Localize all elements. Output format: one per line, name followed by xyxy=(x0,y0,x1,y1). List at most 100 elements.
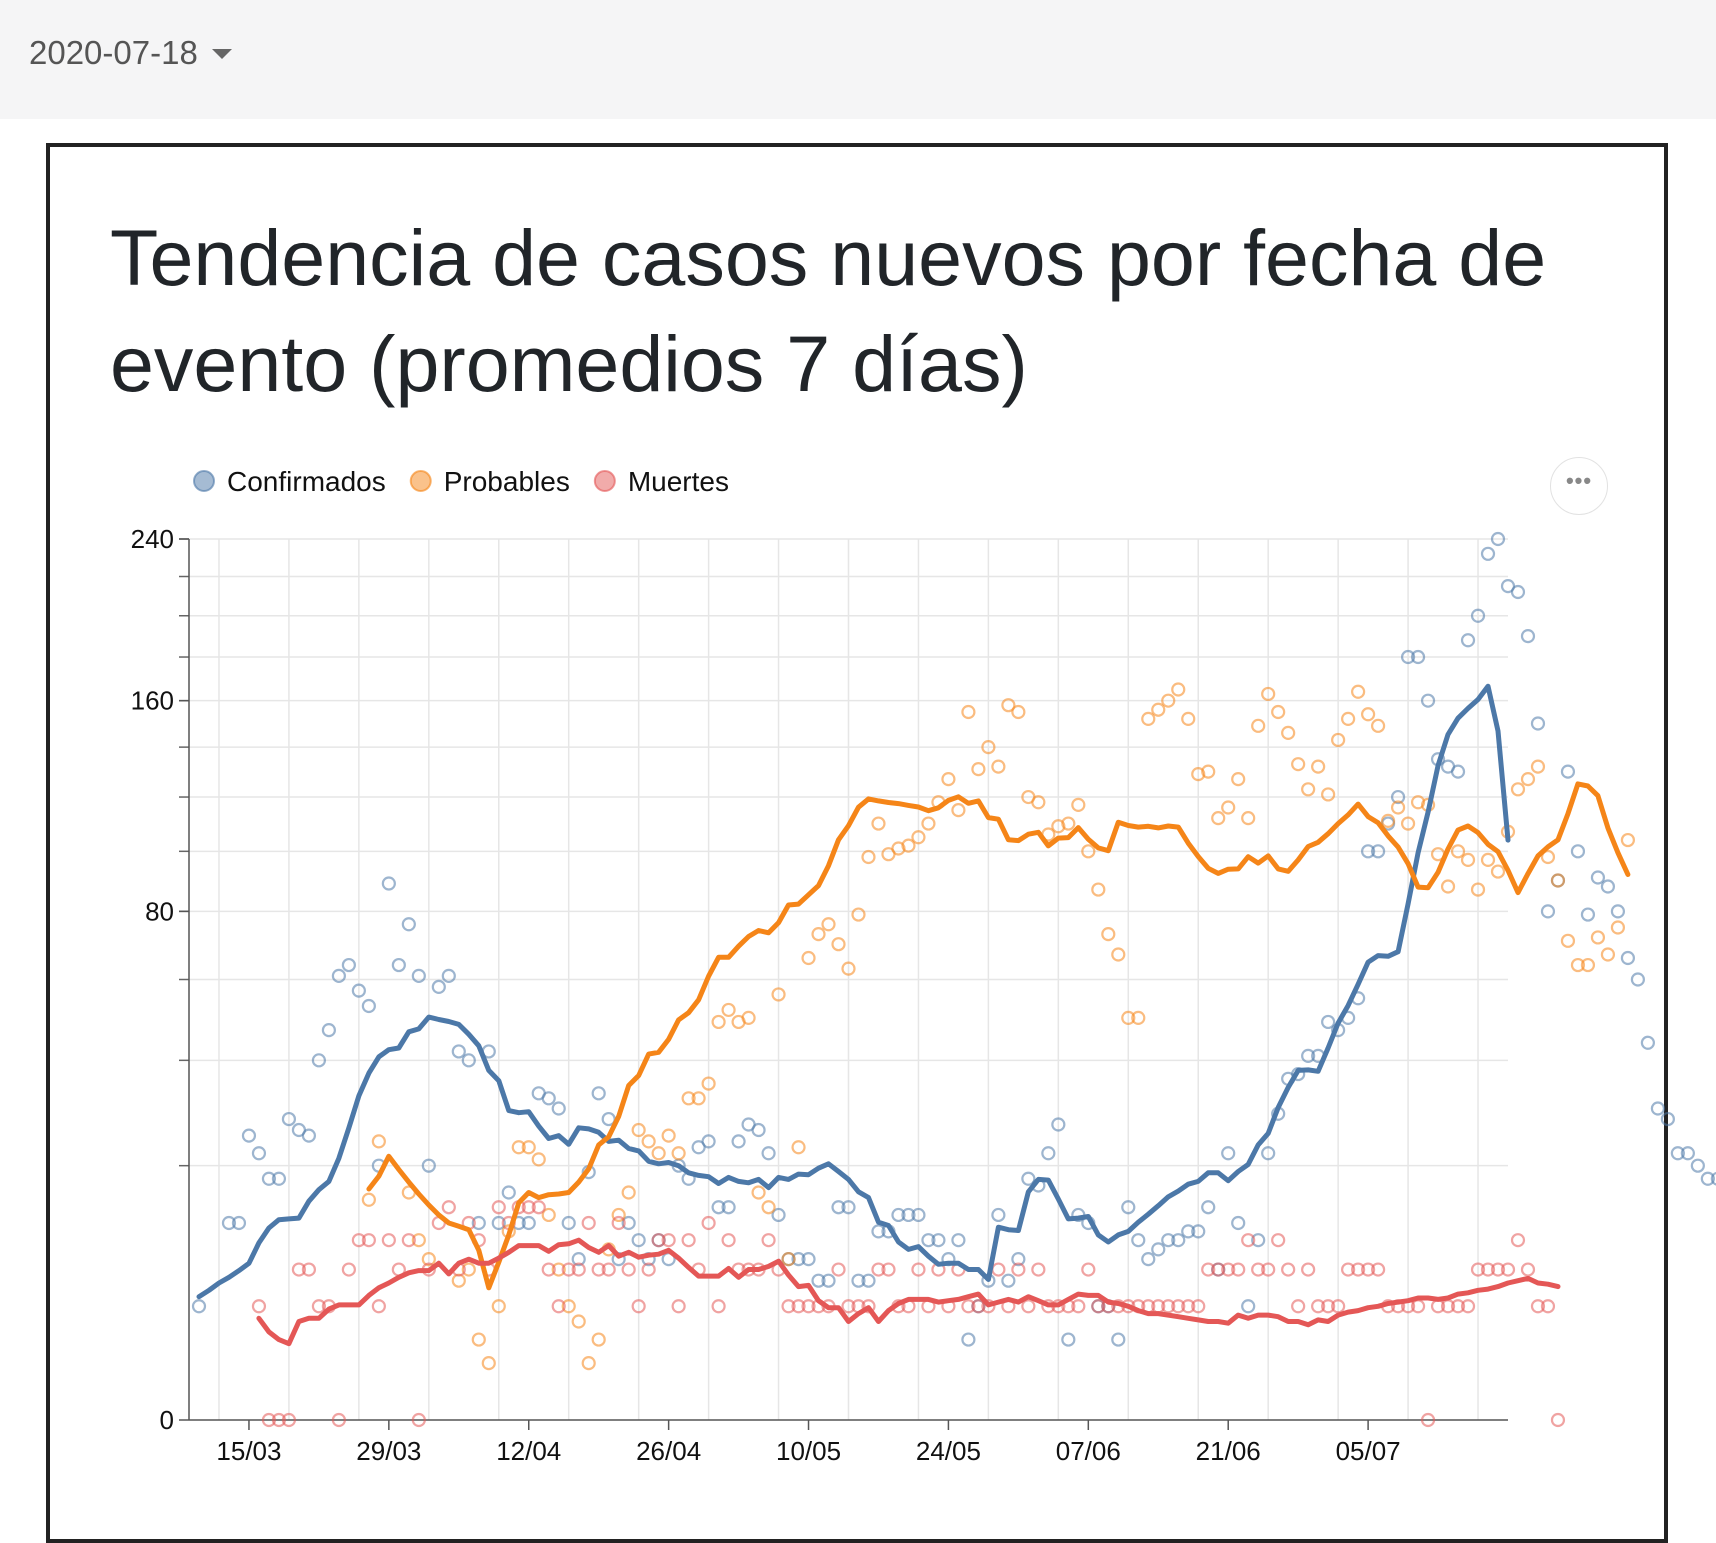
data-point-probables xyxy=(1530,759,1546,774)
data-point-probables xyxy=(1151,702,1166,717)
data-point-muertes xyxy=(631,1299,646,1314)
data-point-confirmados xyxy=(1321,1014,1336,1030)
x-tick-label: 26/04 xyxy=(636,1436,701,1466)
data-point-probables xyxy=(361,1192,376,1207)
data-point-muertes xyxy=(1540,1299,1556,1314)
data-point-probables xyxy=(511,1140,526,1155)
data-point-confirmados xyxy=(1640,1035,1655,1050)
data-point-muertes xyxy=(831,1262,846,1277)
data-point-probables xyxy=(721,1002,736,1018)
data-point-confirmados xyxy=(711,1200,726,1215)
x-tick-label: 21/06 xyxy=(1196,1436,1261,1466)
date-selector[interactable]: 2020-07-18 xyxy=(29,34,232,72)
data-point-confirmados xyxy=(1061,1332,1076,1347)
data-point-muertes xyxy=(1251,1262,1266,1277)
legend-label-probables: Probables xyxy=(444,466,570,497)
data-point-muertes xyxy=(521,1200,536,1215)
data-point-confirmados xyxy=(851,1273,866,1288)
data-point-confirmados xyxy=(1261,1146,1276,1161)
data-point-muertes xyxy=(791,1299,806,1314)
data-point-probables xyxy=(711,1014,726,1030)
data-point-probables xyxy=(1570,957,1586,973)
data-point-confirmados xyxy=(901,1207,916,1223)
data-point-probables xyxy=(1321,787,1336,802)
data-point-muertes xyxy=(1460,1299,1476,1314)
data-point-probables xyxy=(1450,844,1466,859)
data-point-probables xyxy=(1101,927,1116,942)
data-point-confirmados xyxy=(1171,1233,1186,1248)
data-point-confirmados xyxy=(441,968,456,983)
x-tick-label: 24/05 xyxy=(916,1436,981,1466)
date-selector-value: 2020-07-18 xyxy=(29,34,198,71)
data-point-probables xyxy=(1380,813,1396,828)
data-point-probables xyxy=(1311,759,1326,774)
data-point-confirmados xyxy=(191,1299,207,1314)
data-point-probables xyxy=(891,841,906,856)
data-point-muertes xyxy=(911,1262,926,1277)
top-bar: 2020-07-18 xyxy=(0,0,1716,119)
data-point-muertes xyxy=(1191,1299,1206,1314)
data-point-confirmados xyxy=(811,1273,826,1288)
data-point-probables xyxy=(971,762,986,777)
data-point-confirmados xyxy=(921,1233,936,1248)
data-point-muertes xyxy=(1071,1299,1086,1314)
data-point-confirmados xyxy=(251,1146,267,1161)
data-point-probables xyxy=(821,917,836,932)
data-point-probables xyxy=(1610,920,1626,935)
data-point-confirmados xyxy=(281,1111,297,1127)
data-point-confirmados xyxy=(1231,1215,1246,1231)
data-point-confirmados xyxy=(1151,1242,1166,1257)
data-point-probables xyxy=(461,1262,476,1277)
data-point-probables xyxy=(561,1299,576,1314)
data-point-probables xyxy=(371,1134,386,1149)
data-point-probables xyxy=(811,927,826,942)
data-point-probables xyxy=(1341,711,1356,726)
chart-title: Tendencia de casos nuevos por fecha de e… xyxy=(110,213,1547,408)
data-point-muertes xyxy=(541,1262,556,1277)
legend-label-muertes: Muertes xyxy=(628,466,729,497)
y-tick-label: 160 xyxy=(131,686,174,716)
data-point-probables xyxy=(1191,767,1206,782)
data-point-probables xyxy=(611,1207,626,1223)
data-point-muertes xyxy=(651,1233,666,1248)
data-point-confirmados xyxy=(1540,904,1556,919)
data-point-confirmados xyxy=(911,1207,926,1223)
data-point-muertes xyxy=(1341,1262,1356,1277)
data-point-muertes xyxy=(701,1215,716,1231)
data-point-confirmados xyxy=(311,1053,327,1068)
data-point-muertes xyxy=(1011,1262,1026,1277)
data-point-confirmados xyxy=(551,1101,566,1116)
y-tick-label: 0 xyxy=(160,1405,174,1435)
data-point-probables xyxy=(851,907,866,922)
data-point-probables xyxy=(1620,832,1636,848)
data-point-muertes xyxy=(1221,1262,1236,1277)
data-point-muertes xyxy=(881,1262,896,1277)
data-point-confirmados xyxy=(591,1086,606,1101)
data-point-probables xyxy=(1241,811,1256,826)
data-point-muertes xyxy=(861,1299,876,1314)
data-point-probables xyxy=(1460,852,1476,868)
data-point-confirmados xyxy=(1141,1252,1156,1267)
data-point-confirmados xyxy=(1530,716,1546,731)
data-point-confirmados xyxy=(1700,1171,1715,1186)
data-point-confirmados xyxy=(821,1273,836,1288)
data-point-confirmados xyxy=(751,1122,766,1138)
data-point-muertes xyxy=(1021,1299,1036,1314)
data-point-probables xyxy=(481,1356,496,1371)
data-point-confirmados xyxy=(391,957,406,973)
data-point-muertes xyxy=(1201,1262,1216,1277)
data-point-confirmados xyxy=(1201,1200,1216,1215)
data-point-muertes xyxy=(1211,1262,1226,1277)
data-point-muertes xyxy=(1031,1262,1046,1277)
data-point-confirmados xyxy=(1690,1158,1705,1173)
chart-actions-button[interactable]: ••• xyxy=(1550,457,1608,515)
data-point-confirmados xyxy=(1251,1233,1266,1248)
data-point-confirmados xyxy=(1051,1117,1066,1132)
data-point-probables xyxy=(551,1262,566,1277)
data-point-confirmados xyxy=(761,1146,776,1161)
data-point-confirmados xyxy=(951,1233,966,1248)
data-point-probables xyxy=(1231,772,1246,787)
data-point-probables xyxy=(411,1233,426,1248)
data-point-confirmados xyxy=(1001,1273,1016,1288)
data-point-confirmados xyxy=(931,1233,946,1248)
